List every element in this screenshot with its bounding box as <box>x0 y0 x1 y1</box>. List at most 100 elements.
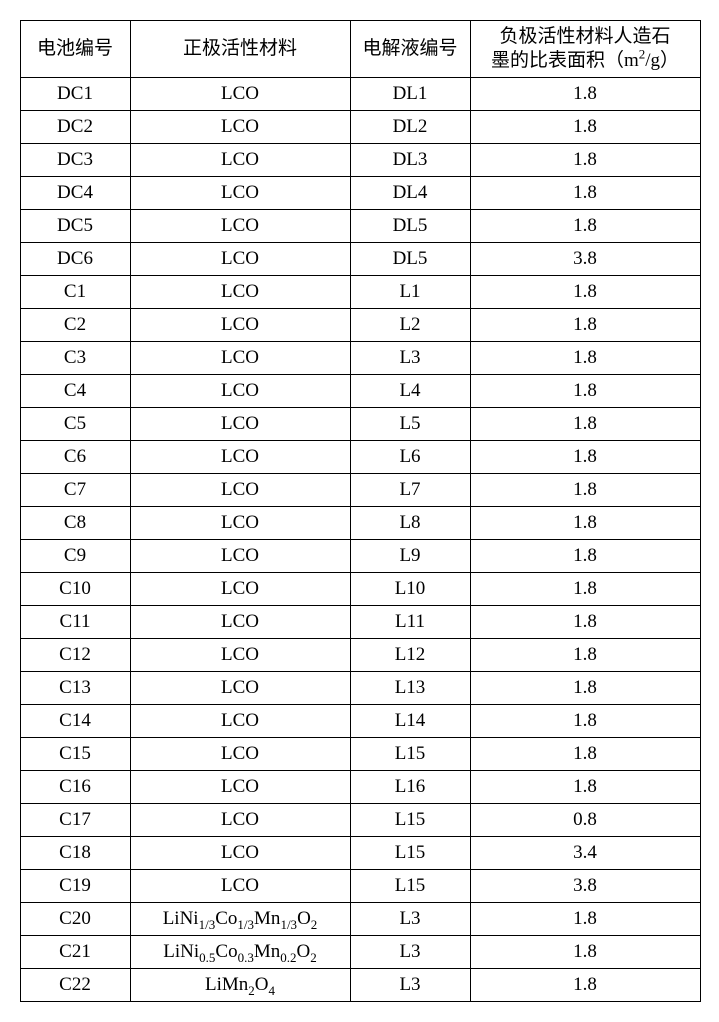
cell-cathode-material: LCO <box>130 737 350 770</box>
cell-electrolyte-id: L15 <box>350 803 470 836</box>
table-row: DC5LCODL51.8 <box>20 209 700 242</box>
cell-ssa: 1.8 <box>470 440 700 473</box>
cell-ssa: 1.8 <box>470 737 700 770</box>
cell-electrolyte-id: DL5 <box>350 242 470 275</box>
cell-electrolyte-id: L15 <box>350 869 470 902</box>
cell-cathode-material: LCO <box>130 143 350 176</box>
cell-electrolyte-id: L3 <box>350 968 470 1001</box>
col-header-cathode-material: 正极活性材料 <box>130 21 350 78</box>
cell-cathode-material: LCO <box>130 671 350 704</box>
cell-ssa: 1.8 <box>470 968 700 1001</box>
table-row: C14LCOL141.8 <box>20 704 700 737</box>
cell-cathode-material: LiMn2O4 <box>130 968 350 1001</box>
cell-ssa: 1.8 <box>470 638 700 671</box>
cell-battery-id: C18 <box>20 836 130 869</box>
cell-ssa: 1.8 <box>470 275 700 308</box>
table-row: C4LCOL41.8 <box>20 374 700 407</box>
cell-battery-id: DC1 <box>20 77 130 110</box>
cell-battery-id: C8 <box>20 506 130 539</box>
col-header-ssa: 负极活性材料人造石 墨的比表面积（m2/g） <box>470 21 700 78</box>
cell-cathode-material: LCO <box>130 605 350 638</box>
table-row: C19LCOL153.8 <box>20 869 700 902</box>
cell-cathode-material: LCO <box>130 836 350 869</box>
cell-electrolyte-id: L5 <box>350 407 470 440</box>
cell-electrolyte-id: DL2 <box>350 110 470 143</box>
cell-cathode-material: LCO <box>130 110 350 143</box>
table-row: DC6LCODL53.8 <box>20 242 700 275</box>
cell-electrolyte-id: L10 <box>350 572 470 605</box>
battery-table-container: 电池编号 正极活性材料 电解液编号 负极活性材料人造石 墨的比表面积（m2/g）… <box>20 20 700 1002</box>
cell-battery-id: DC4 <box>20 176 130 209</box>
battery-data-table: 电池编号 正极活性材料 电解液编号 负极活性材料人造石 墨的比表面积（m2/g）… <box>20 20 701 1002</box>
table-row: C5LCOL51.8 <box>20 407 700 440</box>
cell-ssa: 1.8 <box>470 407 700 440</box>
cell-battery-id: C22 <box>20 968 130 1001</box>
cell-battery-id: C4 <box>20 374 130 407</box>
cell-electrolyte-id: L15 <box>350 737 470 770</box>
cell-cathode-material: LCO <box>130 341 350 374</box>
cell-electrolyte-id: L16 <box>350 770 470 803</box>
cell-battery-id: C6 <box>20 440 130 473</box>
cell-cathode-material: LCO <box>130 572 350 605</box>
cell-electrolyte-id: L4 <box>350 374 470 407</box>
cell-battery-id: C13 <box>20 671 130 704</box>
cell-electrolyte-id: L1 <box>350 275 470 308</box>
col-header-ssa-tail: /g） <box>645 50 679 71</box>
table-row: C7LCOL71.8 <box>20 473 700 506</box>
cell-ssa: 1.8 <box>470 539 700 572</box>
cell-electrolyte-id: L14 <box>350 704 470 737</box>
cell-battery-id: C17 <box>20 803 130 836</box>
cell-cathode-material: LCO <box>130 869 350 902</box>
cell-electrolyte-id: L12 <box>350 638 470 671</box>
table-row: C13LCOL131.8 <box>20 671 700 704</box>
cell-cathode-material: LCO <box>130 473 350 506</box>
cell-battery-id: C1 <box>20 275 130 308</box>
cell-battery-id: DC2 <box>20 110 130 143</box>
table-row: C16LCOL161.8 <box>20 770 700 803</box>
cell-electrolyte-id: L3 <box>350 902 470 935</box>
cell-electrolyte-id: L7 <box>350 473 470 506</box>
cell-battery-id: C21 <box>20 935 130 968</box>
cell-battery-id: DC5 <box>20 209 130 242</box>
cell-cathode-material: LCO <box>130 308 350 341</box>
cell-cathode-material: LCO <box>130 209 350 242</box>
table-body: DC1LCODL11.8DC2LCODL21.8DC3LCODL31.8DC4L… <box>20 77 700 1001</box>
cell-ssa: 1.8 <box>470 704 700 737</box>
cell-electrolyte-id: DL5 <box>350 209 470 242</box>
cell-electrolyte-id: L6 <box>350 440 470 473</box>
cell-battery-id: C16 <box>20 770 130 803</box>
cell-battery-id: C20 <box>20 902 130 935</box>
cell-electrolyte-id: L3 <box>350 341 470 374</box>
table-row: DC3LCODL31.8 <box>20 143 700 176</box>
cell-electrolyte-id: L9 <box>350 539 470 572</box>
cell-electrolyte-id: L11 <box>350 605 470 638</box>
cell-cathode-material: LCO <box>130 770 350 803</box>
col-header-electrolyte-id: 电解液编号 <box>350 21 470 78</box>
cell-ssa: 3.4 <box>470 836 700 869</box>
table-row: C12LCOL121.8 <box>20 638 700 671</box>
cell-ssa: 1.8 <box>470 77 700 110</box>
cell-cathode-material: LCO <box>130 242 350 275</box>
cell-ssa: 1.8 <box>470 341 700 374</box>
table-row: C15LCOL151.8 <box>20 737 700 770</box>
table-row: C17LCOL150.8 <box>20 803 700 836</box>
table-row: C20LiNi1/3Co1/3Mn1/3O2L31.8 <box>20 902 700 935</box>
table-row: DC2LCODL21.8 <box>20 110 700 143</box>
cell-cathode-material: LCO <box>130 407 350 440</box>
cell-ssa: 1.8 <box>470 176 700 209</box>
table-row: C1LCOL11.8 <box>20 275 700 308</box>
table-row: C18LCOL153.4 <box>20 836 700 869</box>
cell-electrolyte-id: L8 <box>350 506 470 539</box>
cell-ssa: 1.8 <box>470 572 700 605</box>
cell-ssa: 1.8 <box>470 671 700 704</box>
cell-ssa: 1.8 <box>470 935 700 968</box>
cell-battery-id: C10 <box>20 572 130 605</box>
cell-battery-id: DC3 <box>20 143 130 176</box>
cell-cathode-material: LCO <box>130 803 350 836</box>
cell-electrolyte-id: L15 <box>350 836 470 869</box>
table-row: C2LCOL21.8 <box>20 308 700 341</box>
cell-electrolyte-id: L2 <box>350 308 470 341</box>
cell-ssa: 1.8 <box>470 143 700 176</box>
col-header-ssa-line2: 墨的比表面积（m <box>491 50 639 71</box>
cell-ssa: 1.8 <box>470 110 700 143</box>
